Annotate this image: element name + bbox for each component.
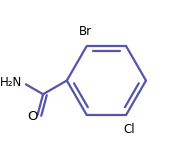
Text: Cl: Cl [123,123,135,136]
Text: Br: Br [79,25,92,38]
Text: H₂N: H₂N [0,76,22,89]
Text: O: O [28,110,38,123]
